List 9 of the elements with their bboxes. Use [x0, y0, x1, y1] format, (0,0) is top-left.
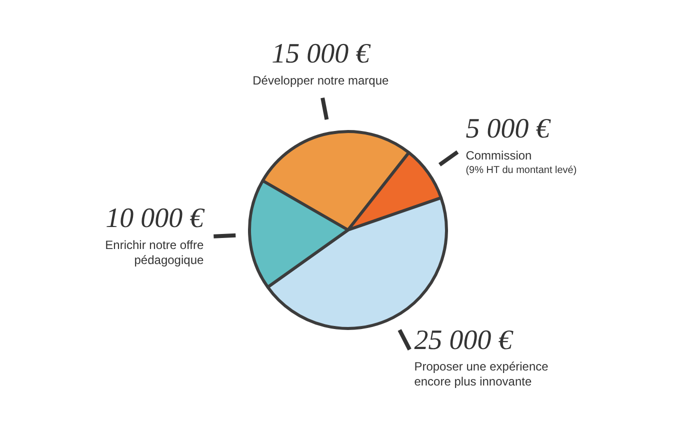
slice-label: Enrichir notre offre pédagogique [105, 238, 204, 268]
data-label: 25 000 € [414, 324, 514, 356]
slice-label: Développer notre marque [252, 73, 390, 88]
slice-label: Proposer une expérience encore plus innovante [414, 360, 549, 389]
data-label: 15 000 € [272, 38, 372, 70]
slice-label: Commission [466, 148, 532, 162]
data-label: 5 000 € [466, 114, 552, 145]
data-label: 10 000 € [106, 203, 206, 234]
text: (9% HT du montant levé) [466, 164, 577, 176]
